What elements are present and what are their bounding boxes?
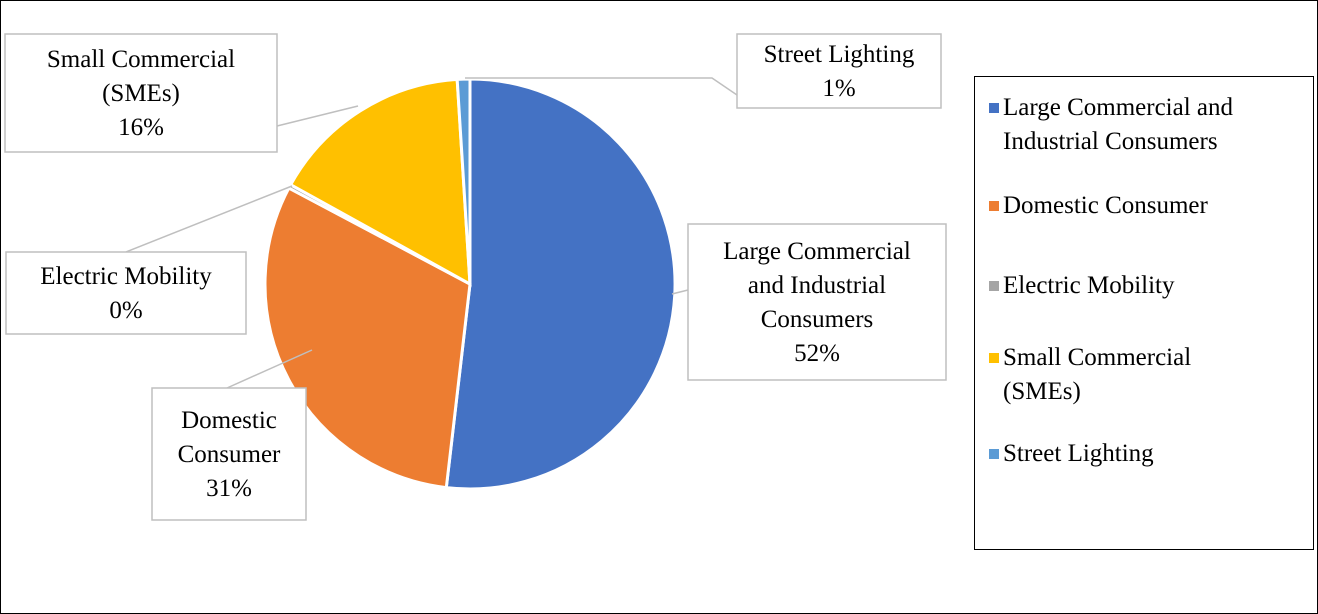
data-label-1: Domestic Consumer 31% [151,349,313,521]
data-label-text: Large Commercial [723,238,911,265]
data-label-text: 31% [206,475,252,502]
legend-swatch [989,103,999,113]
data-label-box [151,387,307,521]
data-label-text: Electric Mobility [40,263,212,290]
data-label-text: and Industrial [748,272,886,299]
legend-swatch [989,281,999,291]
legend-swatch [989,201,999,211]
data-label-text: 0% [109,297,142,324]
data-label-box [4,33,278,153]
data-label-text: Consumer [178,441,281,468]
data-label-4: Street Lighting 1% [465,33,942,109]
data-label-text: Small Commercial [47,46,235,73]
data-label-3: Small Commercial (SMEs) 16% [4,33,359,153]
legend: Large Commercial and Industrial Consumers… [974,76,1314,550]
leader-line [276,105,359,127]
data-label-text: 16% [118,114,164,141]
leader-line [671,289,689,295]
data-label-2: Electric Mobility 0% [5,185,293,335]
data-label-box [687,223,947,381]
data-label-text: Domestic [181,407,277,434]
legend-swatch [989,353,999,363]
data-label-text: Consumers [761,306,874,333]
pie-slice-0 [444,77,677,491]
data-label-text: 52% [794,340,840,367]
data-label-text: Street Lighting [764,41,915,68]
legend-label: Small Commercial (SMEs) [1003,344,1192,405]
leader-line [125,185,293,253]
legend-swatch [989,449,999,459]
data-label-text: 1% [822,75,855,102]
pie-slice-4 [455,77,472,285]
data-label-box [736,33,942,109]
pie-slice-3 [288,77,472,287]
pie-slice-1 [263,186,472,490]
data-label-text: (SMEs) [102,80,180,107]
legend-label: Electric Mobility [1003,272,1175,299]
legend-label: Domestic Consumer [1003,192,1208,219]
legend-label: Street Lighting [1003,440,1154,467]
legend-label: Large Commercial and Industrial Consumers [1003,94,1234,155]
leader-line [465,77,738,96]
data-label-box [5,251,247,335]
leader-line [226,349,313,389]
data-label-0: Large Commercial and Industrial Consumers 5… [671,223,947,381]
